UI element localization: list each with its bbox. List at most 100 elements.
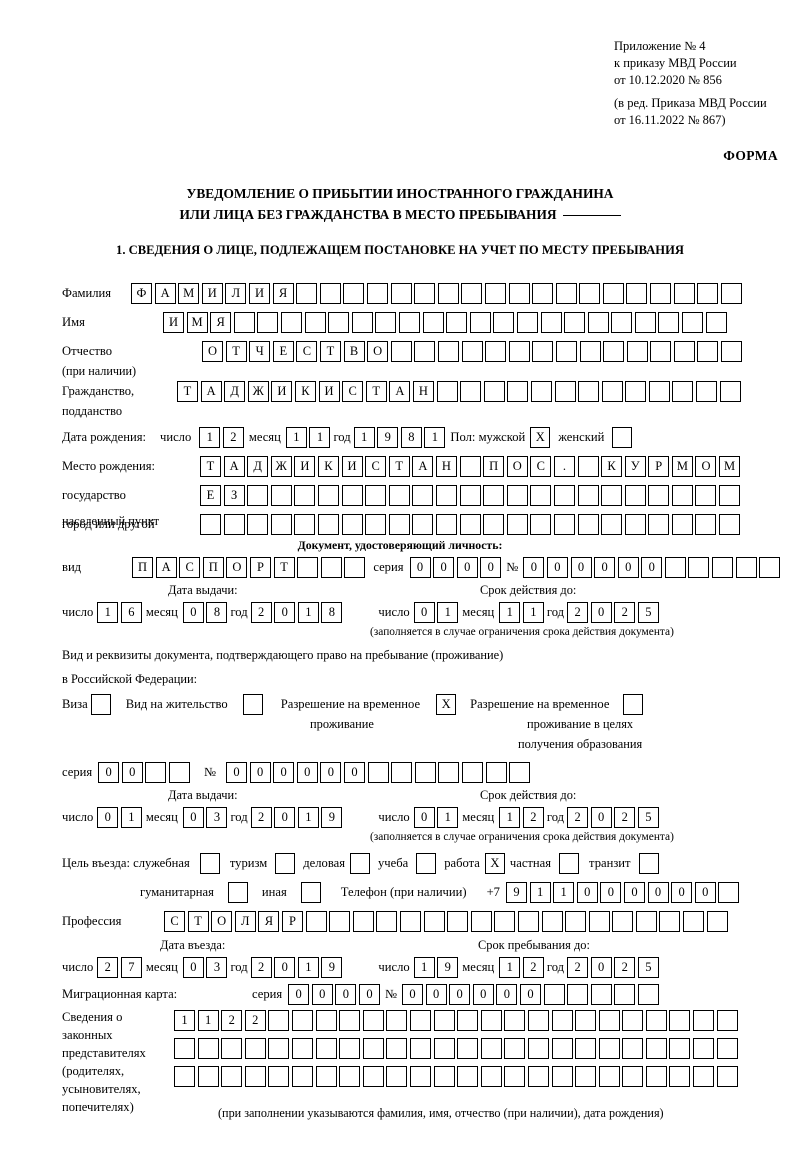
digit-cell[interactable]: 1 [437, 807, 459, 828]
char-cell[interactable] [145, 762, 167, 783]
digit-cell[interactable]: 2 [522, 807, 544, 828]
char-cell[interactable] [527, 1066, 549, 1087]
digit-cell[interactable]: 2 [567, 957, 589, 978]
char-cell[interactable] [555, 341, 577, 362]
char-cell[interactable] [480, 1038, 502, 1059]
purpose-humanitarian-checkbox[interactable] [227, 882, 248, 903]
char-cell[interactable] [669, 1010, 691, 1031]
char-cell[interactable] [244, 1038, 266, 1059]
char-cell[interactable] [575, 1038, 597, 1059]
char-cell[interactable]: Ф [131, 283, 152, 304]
digit-cell[interactable]: 0 [182, 807, 204, 828]
char-cell[interactable] [590, 984, 612, 1005]
char-cell[interactable]: И [201, 283, 223, 304]
char-cell[interactable] [320, 557, 342, 578]
char-cell[interactable]: Я [272, 283, 294, 304]
char-cell[interactable] [197, 1038, 219, 1059]
purpose-work-checkbox[interactable]: X [484, 853, 505, 874]
char-cell[interactable] [527, 1038, 549, 1059]
char-cell[interactable] [554, 381, 576, 402]
char-cell[interactable] [648, 485, 670, 506]
char-cell[interactable] [695, 514, 717, 535]
char-cell[interactable] [174, 1066, 195, 1087]
digit-cell[interactable]: 1 [413, 957, 435, 978]
char-cell[interactable] [294, 514, 316, 535]
char-cell[interactable]: 1 [174, 1010, 195, 1031]
char-cell[interactable] [637, 984, 659, 1005]
char-cell[interactable] [291, 1010, 313, 1031]
digit-cell[interactable]: 1 [309, 427, 331, 448]
char-cell[interactable]: О [695, 456, 717, 477]
digit-cell[interactable]: 5 [637, 807, 659, 828]
sex-male-checkbox[interactable]: X [530, 427, 551, 448]
char-cell[interactable] [530, 381, 552, 402]
char-cell[interactable] [447, 911, 469, 932]
digit-cell[interactable]: 0 [590, 807, 612, 828]
char-cell[interactable] [555, 283, 577, 304]
char-cell[interactable] [483, 485, 505, 506]
char-cell[interactable]: П [202, 557, 224, 578]
digit-cell[interactable]: 2 [614, 957, 636, 978]
digit-cell[interactable]: 0 [274, 957, 296, 978]
digit-cell[interactable]: 2 [250, 807, 272, 828]
char-cell[interactable]: И [271, 381, 293, 402]
char-cell[interactable] [508, 283, 530, 304]
char-cell[interactable] [718, 882, 740, 903]
digit-cell[interactable]: 5 [637, 602, 659, 623]
char-cell[interactable]: 9 [505, 882, 527, 903]
char-cell[interactable]: Д [247, 456, 269, 477]
char-cell[interactable] [352, 911, 374, 932]
digit-cell[interactable]: 9 [321, 807, 343, 828]
char-cell[interactable] [683, 911, 705, 932]
char-cell[interactable] [551, 1010, 573, 1031]
char-cell[interactable]: К [294, 381, 316, 402]
char-cell[interactable]: Д [224, 381, 246, 402]
permit-edu-checkbox[interactable] [623, 694, 644, 715]
digit-cell[interactable]: 2 [614, 602, 636, 623]
char-cell[interactable] [712, 557, 734, 578]
digit-cell[interactable]: 3 [206, 957, 228, 978]
char-cell[interactable] [527, 1010, 549, 1031]
char-cell[interactable] [436, 381, 458, 402]
char-cell[interactable] [577, 456, 599, 477]
char-cell[interactable] [506, 514, 528, 535]
char-cell[interactable] [483, 514, 505, 535]
char-cell[interactable] [339, 1010, 361, 1031]
char-cell[interactable] [611, 312, 633, 333]
char-cell[interactable] [433, 1038, 455, 1059]
digit-cell[interactable]: 1 [353, 427, 375, 448]
char-cell[interactable] [693, 1010, 715, 1031]
char-cell[interactable] [367, 762, 389, 783]
digit-cell[interactable]: 0 [182, 957, 204, 978]
char-cell[interactable] [247, 485, 269, 506]
sex-female-checkbox[interactable] [612, 427, 633, 448]
char-cell[interactable] [459, 456, 481, 477]
char-cell[interactable]: С [342, 381, 364, 402]
char-cell[interactable] [221, 1066, 243, 1087]
char-cell[interactable] [362, 1010, 384, 1031]
char-cell[interactable] [480, 1066, 502, 1087]
digit-cell[interactable]: 5 [637, 957, 659, 978]
digit-cell[interactable]: 1 [120, 807, 142, 828]
char-cell[interactable] [270, 514, 292, 535]
char-cell[interactable]: П [132, 557, 153, 578]
char-cell[interactable] [375, 312, 397, 333]
purpose-tourism-checkbox[interactable] [275, 853, 296, 874]
